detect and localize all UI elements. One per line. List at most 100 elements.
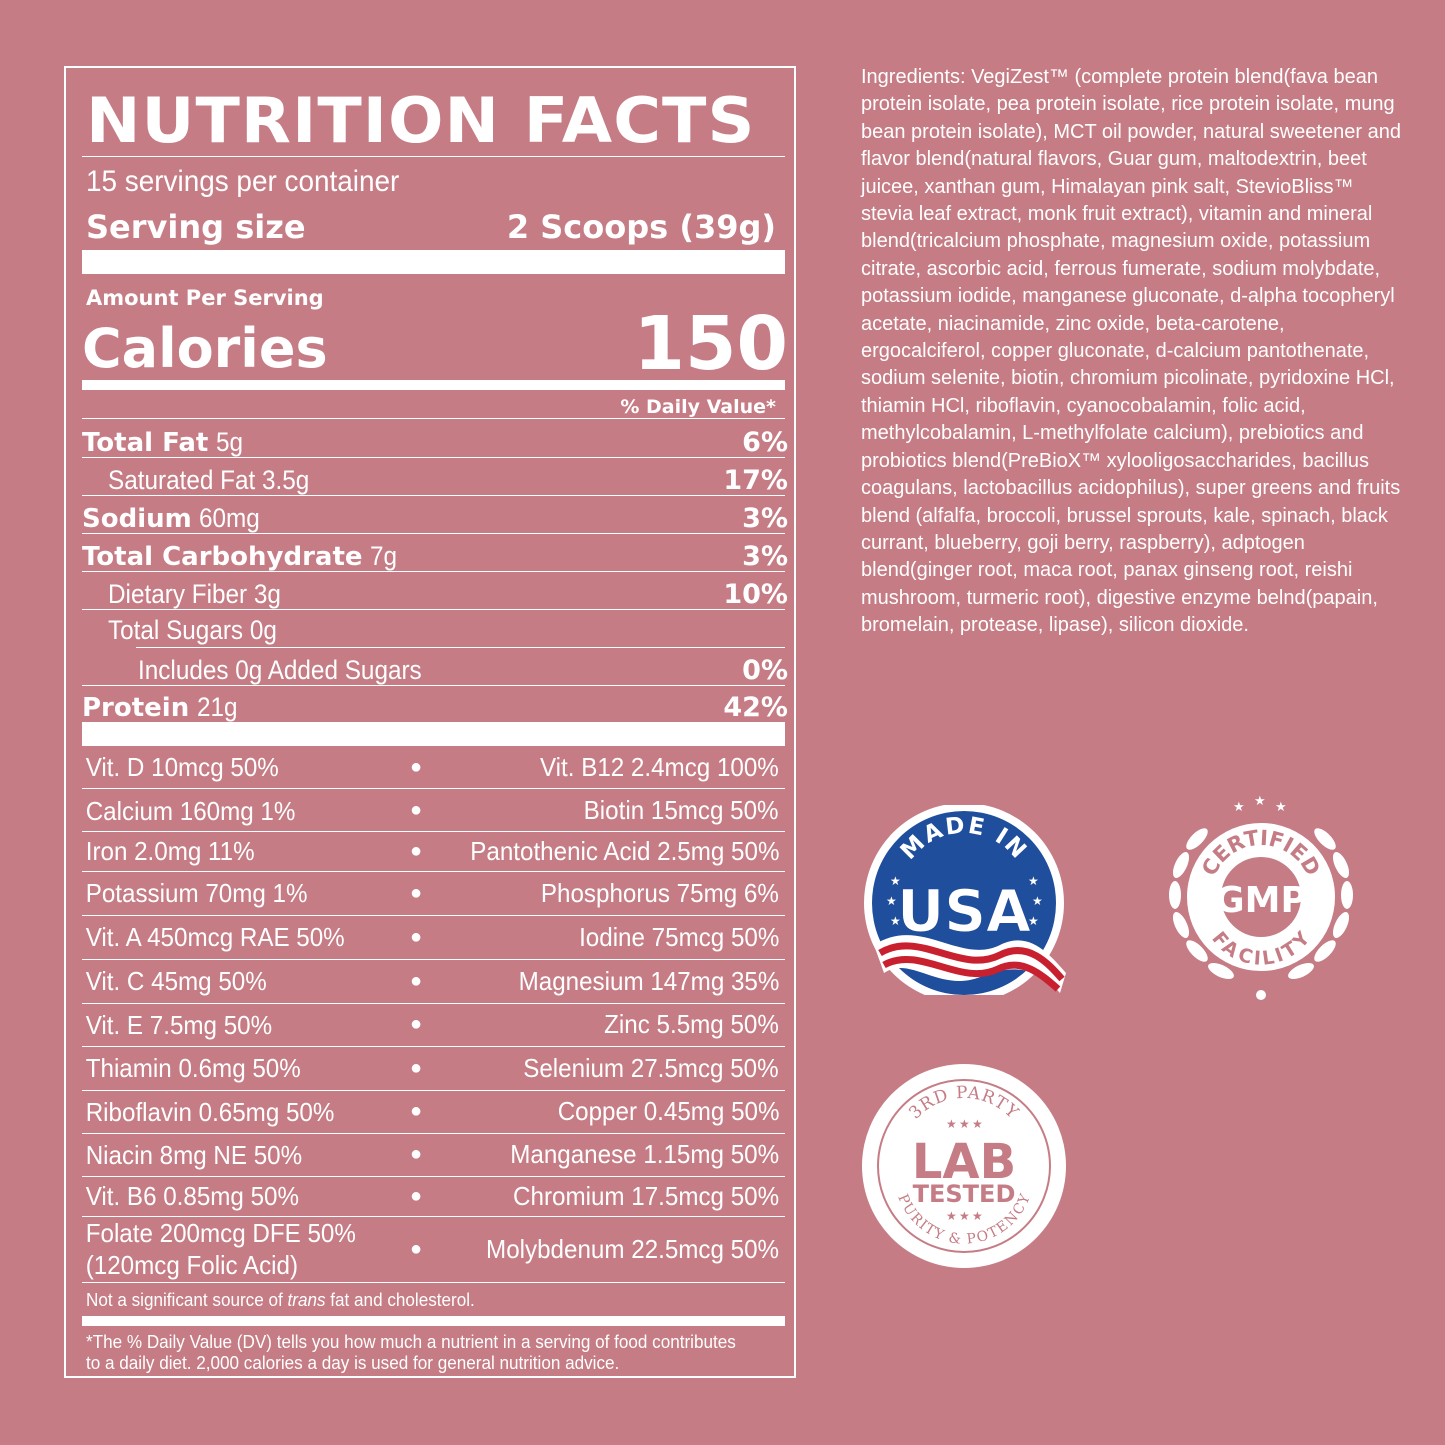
divider (82, 1216, 785, 1217)
nutrient-amount: 3g (253, 578, 281, 609)
nutrient-dv: 0% (742, 654, 788, 686)
nutrient-name: Protein (82, 692, 190, 723)
made-in-usa-badge: MADE IN USA ★★★ ★★★ (864, 805, 1066, 995)
nutrient-name: Sodium (82, 503, 192, 534)
calories-label: Calories (82, 317, 328, 380)
calories-value: 150 (633, 301, 788, 387)
nutrient-name: Total Carbohydrate (82, 541, 363, 572)
nutrient-row-saturated-fat: Saturated Fat 3.5g 17% (82, 461, 788, 499)
svg-text:★: ★ (1275, 800, 1287, 815)
divider (82, 1133, 785, 1134)
vitamin-left: Potassium 70mg 1% (82, 877, 365, 909)
nutrient-amount: 7g (370, 540, 398, 571)
vitamin-right: Zinc 5.5mg 50% (446, 1009, 785, 1040)
vitamin-left: Vit. C 45mg 50% (82, 965, 365, 997)
vitamin-row: Iron 2.0mg 11% ● Pantothenic Acid 2.5mg 50… (82, 831, 785, 871)
ingredients-text: Ingredients: VegiZest™ (complete protein… (861, 66, 1401, 637)
nutrient-amount: 3.5g (262, 464, 310, 495)
bullet-icon: ● (409, 1184, 423, 1207)
vitamin-right-text: Molybdenum 22.5mcg 50% (485, 1233, 779, 1264)
daily-value-footnote: *The % Daily Value (DV) tells you how mu… (86, 1332, 736, 1373)
nutrient-amount: 0g (249, 614, 277, 645)
nutrient-row-protein: Protein 21g 42% (82, 688, 788, 726)
serving-size-value: 2 Scoops (39g) (506, 208, 776, 246)
bullet-icon: ● (409, 755, 423, 778)
servings-per-container: 15 servings per container (86, 165, 400, 198)
nutrient-row-added-sugars: Includes 0g Added Sugars 0% (82, 651, 788, 689)
vitamin-left-text: Vit. E 7.5mg 50% (85, 1009, 273, 1040)
vitamin-left-text: Niacin 8mg NE 50% (85, 1139, 303, 1170)
vitamin-left-text: Potassium 70mg 1% (85, 878, 308, 908)
svg-text:★: ★ (946, 1209, 957, 1223)
divider (82, 1176, 785, 1177)
divider (82, 1046, 785, 1047)
nutrient-amount: 5g (215, 426, 243, 457)
nutrient-dv: 3% (742, 540, 788, 572)
star-icons: ★ ★ ★ ★ ★ ★ (886, 874, 1043, 928)
svg-text:★: ★ (1233, 800, 1245, 815)
badge-main-text: LAB (912, 1134, 1016, 1190)
vitamin-right-text: Pantothenic Acid 2.5mg 50% (469, 835, 779, 866)
vitamin-right: Phosphorus 75mg 6% (446, 878, 785, 909)
vitamin-right-text: Vit. B12 2.4mcg 100% (540, 751, 779, 782)
medium-divider (82, 380, 785, 390)
svg-text:★: ★ (890, 874, 901, 888)
vitamin-left-text: Riboflavin 0.65mg 50% (85, 1096, 335, 1127)
svg-text:★: ★ (886, 894, 897, 908)
nutrition-facts-panel: NUTRITION FACTS 15 servings per containe… (64, 66, 796, 1378)
divider (136, 647, 785, 648)
vitamin-row: Calcium 160mg 1% ● Biotin 15mcg 50% (82, 790, 785, 831)
vitamin-right-text: Phosphorus 75mg 6% (541, 877, 779, 908)
vitamin-right: Vit. B12 2.4mcg 100% (446, 752, 785, 783)
note-text: fat and cholesterol. (325, 1290, 475, 1310)
svg-text:★: ★ (972, 1209, 983, 1223)
bullet-icon: ● (409, 1143, 423, 1165)
nutrient-row-total-sugars: Total Sugars 0g (82, 611, 788, 649)
divider (82, 609, 785, 610)
serving-size-row: Serving size 2 Scoops (39g) (86, 206, 776, 248)
vitamin-right: Molybdenum 22.5mcg 50% (446, 1234, 785, 1265)
nutrition-title: NUTRITION FACTS (86, 84, 756, 157)
nutrient-dv: 6% (742, 426, 788, 458)
vitamin-row: Folate 200mcg DFE 50% (120mcg Folic Acid)… (82, 1216, 785, 1282)
vitamin-left-text: Thiamin 0.6mg 50% (85, 1053, 301, 1083)
badge-center (1221, 857, 1301, 937)
vitamin-row: Vit. D 10mcg 50% ● Vit. B12 2.4mcg 100% (82, 746, 785, 788)
vitamin-row: Niacin 8mg NE 50% ● Manganese 1.15mg 50% (82, 1133, 785, 1176)
vitamin-left: Niacin 8mg NE 50% (82, 1139, 365, 1171)
divider (82, 533, 785, 534)
svg-text:★: ★ (1032, 894, 1043, 908)
vitamin-right: Manganese 1.15mg 50% (446, 1139, 785, 1170)
calories-row: Calories 150 (82, 304, 788, 384)
vitamin-left-subtext: (120mcg Folic Acid) (85, 1250, 299, 1280)
vitamin-left: Vit. B6 0.85mg 50% (82, 1180, 365, 1212)
nutrient-row-sodium: Sodium 60mg 3% (82, 499, 788, 537)
vitamin-row: Vit. E 7.5mg 50% ● Zinc 5.5mg 50% (82, 1003, 785, 1046)
nutrient-name: Dietary Fiber (108, 578, 248, 609)
vitamin-row: Potassium 70mg 1% ● Phosphorus 75mg 6% (82, 871, 785, 915)
vitamin-right: Iodine 75mcg 50% (446, 922, 785, 953)
badge-sub-text: TESTED (913, 1180, 1016, 1208)
badge-main-text: GMP (1215, 880, 1307, 921)
nutrient-name: Includes 0g Added Sugars (138, 654, 422, 685)
laurel-icon (1169, 828, 1353, 1000)
divider (82, 1090, 785, 1091)
divider (82, 495, 785, 496)
amount-per-serving: Amount Per Serving (86, 286, 324, 310)
vitamin-left: Iron 2.0mg 11% (82, 835, 365, 867)
vitamin-left: Vit. D 10mcg 50% (82, 751, 365, 783)
bullet-icon: ● (409, 969, 423, 992)
vitamin-row: Riboflavin 0.65mg 50% ● Copper 0.45mg 50% (82, 1090, 785, 1133)
star-icons: ★ ★ ★ (1233, 795, 1287, 815)
serving-size-label: Serving size (86, 208, 306, 246)
badge-main-text: USA (897, 877, 1031, 945)
nutrient-amount: 60mg (199, 502, 261, 533)
vitamin-left-text: Iron 2.0mg 11% (85, 836, 255, 866)
vitamin-left-text: Calcium 160mg 1% (85, 795, 296, 826)
vitamin-right: Copper 0.45mg 50% (446, 1096, 785, 1127)
vitamin-left: Calcium 160mg 1% (82, 795, 365, 827)
vitamin-left-text: Vit. A 450mcg RAE 50% (85, 922, 345, 952)
vitamin-left: Vit. A 450mcg RAE 50% (82, 921, 365, 953)
vitamin-right: Pantothenic Acid 2.5mg 50% (446, 836, 785, 867)
vitamin-right: Chromium 17.5mcg 50% (446, 1181, 785, 1212)
